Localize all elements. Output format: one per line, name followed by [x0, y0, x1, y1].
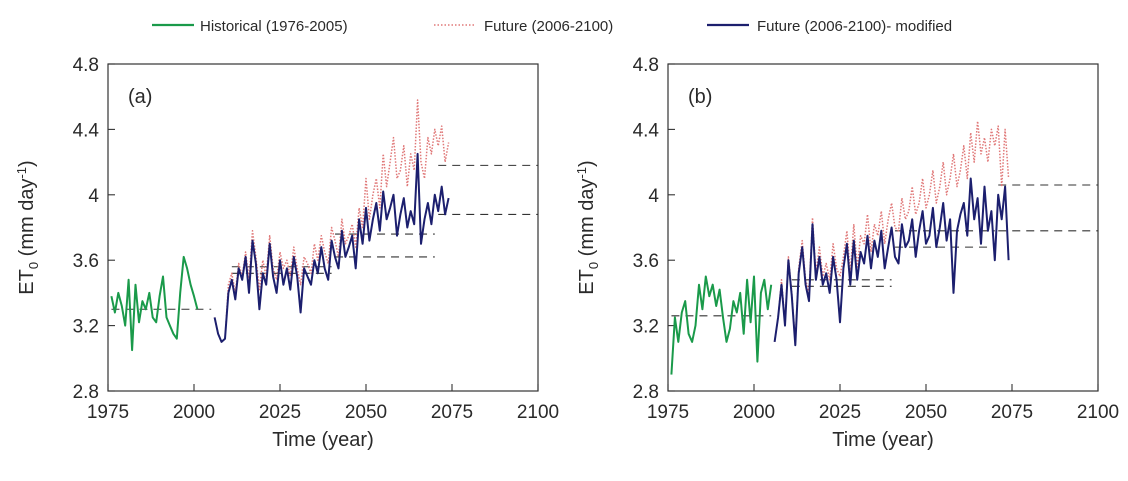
plot-frame — [667, 63, 1099, 392]
y-axis-title-sup: -1 — [574, 167, 589, 179]
x-tick-label: 2050 — [905, 402, 947, 423]
y-axis-title: ET0 (mm day-1) — [14, 160, 41, 294]
x-tick-label: 2000 — [173, 402, 215, 423]
x-tick-label: 2050 — [345, 402, 387, 423]
x-tick-label: 1975 — [87, 402, 129, 423]
y-tick-label: 4.8 — [633, 55, 659, 76]
y-axis-title-unit-start: (mm day — [576, 179, 598, 262]
y-axis-title-sup: -1 — [14, 167, 29, 179]
y-tick-label: 4 — [648, 186, 659, 207]
panel-label: (a) — [128, 86, 152, 108]
series-line-2 — [773, 177, 1010, 347]
y-tick-label: 4.8 — [73, 55, 99, 76]
y-axis-title-unit-start: (mm day — [16, 179, 38, 262]
y-tick-label: 3.6 — [73, 251, 99, 272]
y-tick-label: 2.8 — [73, 382, 99, 403]
x-tick-label: 2100 — [1077, 402, 1119, 423]
x-axis-title: Time (year) — [832, 429, 933, 451]
y-tick-label: 4.4 — [633, 120, 660, 141]
y-tick-label: 3.2 — [633, 317, 659, 338]
panel-label: (b) — [688, 86, 712, 108]
series-line-0 — [670, 275, 773, 375]
y-tick-label: 3.6 — [633, 251, 659, 272]
y-axis-title-sub: 0 — [586, 262, 601, 269]
y-tick-label: 3.2 — [73, 317, 99, 338]
x-tick-label: 2075 — [431, 402, 473, 423]
series-line-2 — [213, 152, 450, 343]
legend: Historical (1976-2005) Future (2006-2100)… — [152, 18, 952, 35]
y-axis-title-sub: 0 — [26, 262, 41, 269]
x-tick-label: 2000 — [733, 402, 775, 423]
x-tick-label: 1975 — [647, 402, 689, 423]
legend-label-1: Future (2006-2100) — [484, 18, 613, 35]
x-tick-label: 2100 — [517, 402, 559, 423]
y-axis-title-unit-end: ) — [16, 160, 38, 167]
legend-label-2: Future (2006-2100)- modified — [757, 18, 952, 35]
series-line-0 — [110, 255, 199, 352]
x-tick-label: 2025 — [259, 402, 301, 423]
y-axis-title-unit-end: ) — [576, 160, 598, 167]
x-tick-label: 2025 — [819, 402, 861, 423]
y-tick-label: 4.4 — [73, 120, 100, 141]
x-tick-label: 2075 — [991, 402, 1033, 423]
panel-b: 2.8 3.2 3.6 4 4.4 4.8 1975 2000 2025 2050 2075 2100… — [574, 55, 1119, 451]
plot-frame — [107, 63, 539, 392]
y-tick-label: 4 — [88, 186, 99, 207]
y-axis-title: ET0 (mm day-1) — [574, 160, 601, 294]
legend-label-0: Historical (1976-2005) — [200, 18, 348, 35]
y-tick-label: 2.8 — [633, 382, 659, 403]
panel-a: 2.8 3.2 3.6 4 4.4 4.8 1975 2000 2025 2050 2075 2100… — [14, 55, 559, 451]
y-axis-title-main: ET — [16, 269, 38, 295]
series-line-1 — [213, 99, 450, 343]
y-axis-title-main: ET — [576, 269, 598, 295]
x-axis-title: Time (year) — [272, 429, 373, 451]
